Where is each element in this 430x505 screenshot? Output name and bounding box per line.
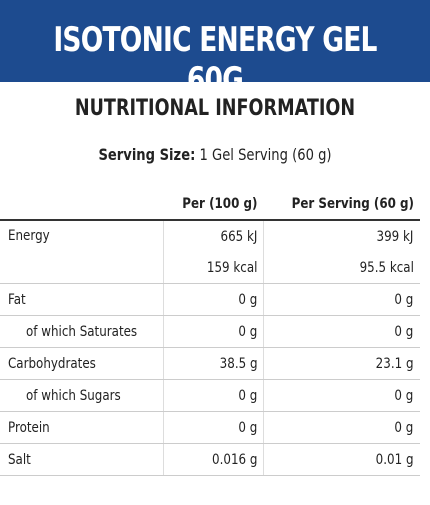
cell: 0 g	[263, 315, 420, 348]
column-label: Per Serving (60 g)	[291, 195, 414, 212]
cell: 95.5 kcal	[263, 252, 420, 284]
row: of which Sugars 0 g 0 g	[0, 379, 420, 412]
cell: Fat	[0, 283, 164, 316]
value: 0 g	[394, 387, 414, 404]
value: 0 g	[394, 291, 414, 308]
serving-label: Serving Size:	[98, 145, 196, 164]
value: 0.016 g	[211, 451, 258, 468]
label: Energy	[8, 228, 50, 244]
section-title: NUTRITIONAL INFORMATION	[74, 96, 356, 121]
cell: 0 g	[162, 411, 264, 444]
label: Salt	[8, 451, 31, 468]
cell: 23.1 g	[263, 347, 420, 380]
row: Salt 0.016 g 0.01 g	[0, 443, 420, 476]
row: Carbohydrates 38.5 g 23.1 g	[0, 347, 420, 380]
column-label: Per (100 g)	[182, 195, 258, 212]
cell: 38.5 g	[162, 347, 264, 380]
row: Energy 665 kJ 399 kJ	[0, 220, 420, 284]
row: Protein 0 g 0 g	[0, 411, 420, 444]
cell: 0 g	[263, 411, 420, 444]
value: 665 kJ	[220, 228, 258, 245]
nutrition-table: Per (100 g) Per Serving (60 g) Energy 66…	[0, 188, 420, 476]
value: 95.5 kcal	[359, 259, 414, 276]
header: ISOTONIC ENERGY GEL 60G	[0, 0, 430, 100]
label: Carbohydrates	[8, 355, 96, 372]
cell: 399 kJ	[263, 220, 420, 252]
cell: 0 g	[162, 379, 264, 412]
value: 399 kJ	[376, 228, 414, 245]
cell: Protein	[0, 411, 164, 444]
value: 38.5 g	[219, 355, 258, 372]
label: Protein	[8, 419, 50, 436]
value: 159 kcal	[206, 259, 258, 276]
value: 0.01 g	[375, 451, 414, 468]
cell: 0.01 g	[263, 443, 420, 476]
column-header: Per (100 g)	[163, 188, 264, 221]
header-row: Per (100 g) Per Serving (60 g)	[0, 188, 420, 221]
row: of which Saturates 0 g 0 g	[0, 315, 420, 348]
value: 0 g	[238, 419, 258, 436]
cell: 0 g	[263, 283, 420, 316]
label: of which Saturates	[26, 323, 138, 340]
value: 0 g	[238, 323, 258, 340]
row: 159 kcal 95.5 kcal	[0, 252, 420, 284]
column-header: Per Serving (60 g)	[263, 188, 420, 221]
cell: of which Sugars	[0, 379, 164, 412]
title: ISOTONIC ENERGY GEL 60G	[53, 20, 377, 100]
cell: 159 kcal	[162, 252, 264, 284]
value: 0 g	[238, 291, 258, 308]
cell: Carbohydrates	[0, 347, 164, 380]
serving-size: Serving Size: 1 Gel Serving (60 g)	[39, 145, 392, 164]
blank-header	[0, 188, 164, 221]
value: 0 g	[394, 323, 414, 340]
value: 0 g	[394, 419, 414, 436]
value: 23.1 g	[375, 355, 414, 372]
label: Fat	[8, 291, 26, 308]
row-label: Energy	[0, 220, 164, 284]
table-body: Energy 665 kJ 399 kJ 159 kcal 95.5 kcal …	[0, 220, 420, 476]
value: 0 g	[238, 387, 258, 404]
row: Fat 0 g 0 g	[0, 283, 420, 316]
cell: 665 kJ	[162, 220, 264, 252]
cell: 0 g	[162, 283, 264, 316]
cell: 0.016 g	[162, 443, 264, 476]
cell: 0 g	[263, 379, 420, 412]
cell: Salt	[0, 443, 164, 476]
serving-value: 1 Gel Serving (60 g)	[199, 145, 332, 164]
cell: of which Saturates	[0, 315, 164, 348]
label: of which Sugars	[26, 387, 121, 404]
cell: 0 g	[162, 315, 264, 348]
